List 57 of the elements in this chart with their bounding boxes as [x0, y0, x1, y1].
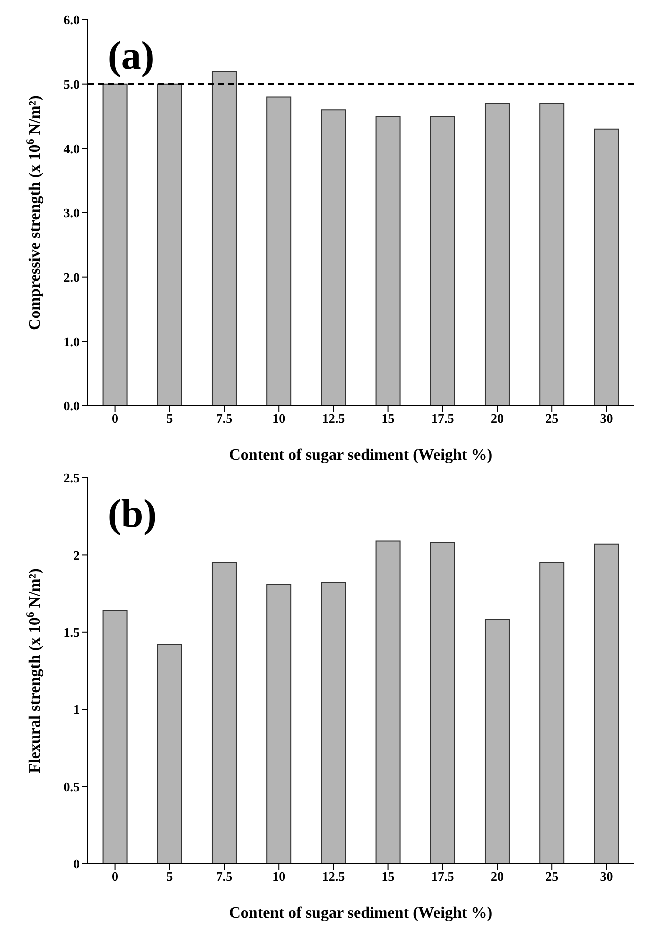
- x-tick-label: 17.5: [432, 411, 455, 426]
- bar: [376, 116, 401, 406]
- y-tick-label: 0.5: [64, 779, 80, 794]
- bar: [484, 620, 510, 864]
- x-tick-label: 17.5: [432, 869, 455, 884]
- bar: [321, 110, 346, 406]
- bar: [212, 562, 237, 864]
- y-tick-label: 0.0: [64, 398, 80, 414]
- x-axis-title: Content of sugar sediment (Weight %): [229, 447, 493, 464]
- x-tick-label: 30: [600, 869, 614, 884]
- bar: [102, 84, 128, 406]
- x-tick-label: 30: [600, 411, 614, 426]
- bar: [594, 544, 620, 864]
- x-tick-label: 25: [546, 411, 560, 426]
- x-tick-label: 25: [546, 869, 560, 884]
- y-tick-label: 2.5: [64, 470, 80, 486]
- x-tick-label: 5: [166, 411, 174, 426]
- annotation: (a): [108, 33, 155, 78]
- bar: [102, 610, 128, 864]
- x-tick-label: 12.5: [322, 411, 346, 426]
- x-tick-label: 15: [382, 411, 396, 426]
- x-tick-label: 10: [272, 411, 286, 426]
- x-tick-label: 7.5: [216, 869, 234, 884]
- bar: [157, 84, 182, 406]
- x-tick-label: 7.5: [216, 411, 234, 426]
- x-tick-label: 0: [112, 411, 119, 426]
- bar: [430, 116, 456, 406]
- y-tick-label: 6.0: [64, 12, 80, 28]
- x-tick-label: 20: [491, 869, 504, 884]
- bar: [212, 70, 237, 406]
- y-tick-label: 1.5: [64, 625, 80, 640]
- x-tick-label: 0: [112, 869, 119, 884]
- y-tick-label: 2.0: [64, 270, 80, 285]
- bar: [321, 582, 346, 864]
- x-tick-label: 10: [272, 869, 286, 884]
- y-tick-label: 1.0: [64, 334, 80, 350]
- y-tick-label: 2: [74, 548, 80, 563]
- annotation: (b): [108, 491, 157, 536]
- bar: [594, 128, 620, 406]
- bar: [430, 542, 456, 864]
- x-axis-title: Content of sugar sediment (Weight %): [229, 905, 493, 922]
- bar: [266, 584, 292, 864]
- y-tick-label: 5.0: [64, 76, 80, 92]
- x-tick-label: 5: [166, 869, 174, 884]
- bar: [376, 540, 401, 864]
- bar: [157, 644, 182, 864]
- x-tick-label: 12.5: [322, 869, 346, 884]
- y-tick-label: 1: [74, 702, 80, 718]
- y-tick-label: 4.0: [64, 141, 80, 156]
- y-tick-label: 0: [74, 856, 80, 872]
- y-tick-label: 3.0: [64, 206, 80, 221]
- bar: [484, 103, 510, 406]
- x-tick-label: 20: [491, 411, 504, 426]
- x-tick-label: 15: [382, 869, 396, 884]
- bar: [540, 103, 565, 406]
- bar: [266, 96, 292, 406]
- bar: [540, 562, 565, 864]
